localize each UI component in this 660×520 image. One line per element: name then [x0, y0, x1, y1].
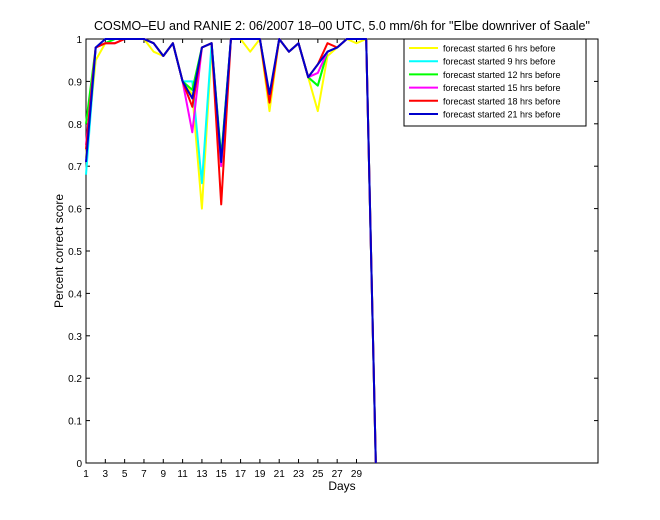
legend-label-2: forecast started 9 hrs before — [443, 57, 556, 67]
y-tick-label: 0.3 — [68, 332, 82, 343]
y-tick-label: 0.9 — [68, 77, 82, 88]
y-tick-label: 0.6 — [68, 205, 82, 216]
legend-label-3: forecast started 12 hrs before — [443, 70, 561, 80]
x-tick-label: 3 — [103, 469, 109, 480]
y-tick-label: 0.7 — [68, 162, 82, 173]
legend-label-4: forecast started 15 hrs before — [443, 83, 561, 93]
x-axis-label: Days — [328, 479, 355, 493]
legend-label-1: forecast started 6 hrs before — [443, 44, 556, 54]
legend: forecast started 6 hrs before forecast st… — [403, 38, 587, 127]
y-tick-label: 0.2 — [68, 374, 82, 385]
series-lines — [85, 38, 377, 464]
x-tick-label: 13 — [196, 469, 208, 480]
x-tick-label: 15 — [216, 469, 228, 480]
x-tick-label: 7 — [141, 469, 147, 480]
y-axis: 0 0.1 0.2 0.3 0.4 0.5 0.6 0.7 0.8 0.9 1 — [68, 35, 598, 470]
x-tick-label: 19 — [254, 469, 266, 480]
y-axis-label: Percent correct score — [52, 194, 66, 308]
chart-title: COSMO–EU and RANIE 2: 06/2007 18–00 UTC,… — [94, 19, 590, 33]
y-tick-label: 0.4 — [68, 289, 82, 300]
y-tick-label: 0 — [76, 459, 82, 470]
x-tick-label: 21 — [274, 469, 286, 480]
x-tick-label: 17 — [235, 469, 247, 480]
x-tick-label: 1 — [83, 469, 89, 480]
legend-box — [403, 38, 587, 127]
x-tick-label: 11 — [177, 469, 188, 480]
legend-label-6: forecast started 21 hrs before — [443, 110, 561, 120]
x-tick-label: 29 — [351, 469, 363, 480]
x-tick-label: 23 — [293, 469, 305, 480]
series-line-6 — [85, 38, 377, 464]
y-tick-label: 0.5 — [68, 247, 82, 258]
x-tick-label: 5 — [122, 469, 128, 480]
y-tick-label: 1 — [76, 35, 82, 46]
y-tick-label: 0.1 — [68, 417, 82, 428]
x-tick-label: 25 — [312, 469, 324, 480]
x-axis: 1 3 5 7 9 11 13 15 17 19 21 23 25 27 29 — [83, 39, 362, 480]
x-tick-label: 27 — [332, 469, 344, 480]
legend-label-5: forecast started 18 hrs before — [443, 96, 561, 106]
x-tick-label: 9 — [161, 469, 167, 480]
y-tick-label: 0.8 — [68, 120, 82, 131]
